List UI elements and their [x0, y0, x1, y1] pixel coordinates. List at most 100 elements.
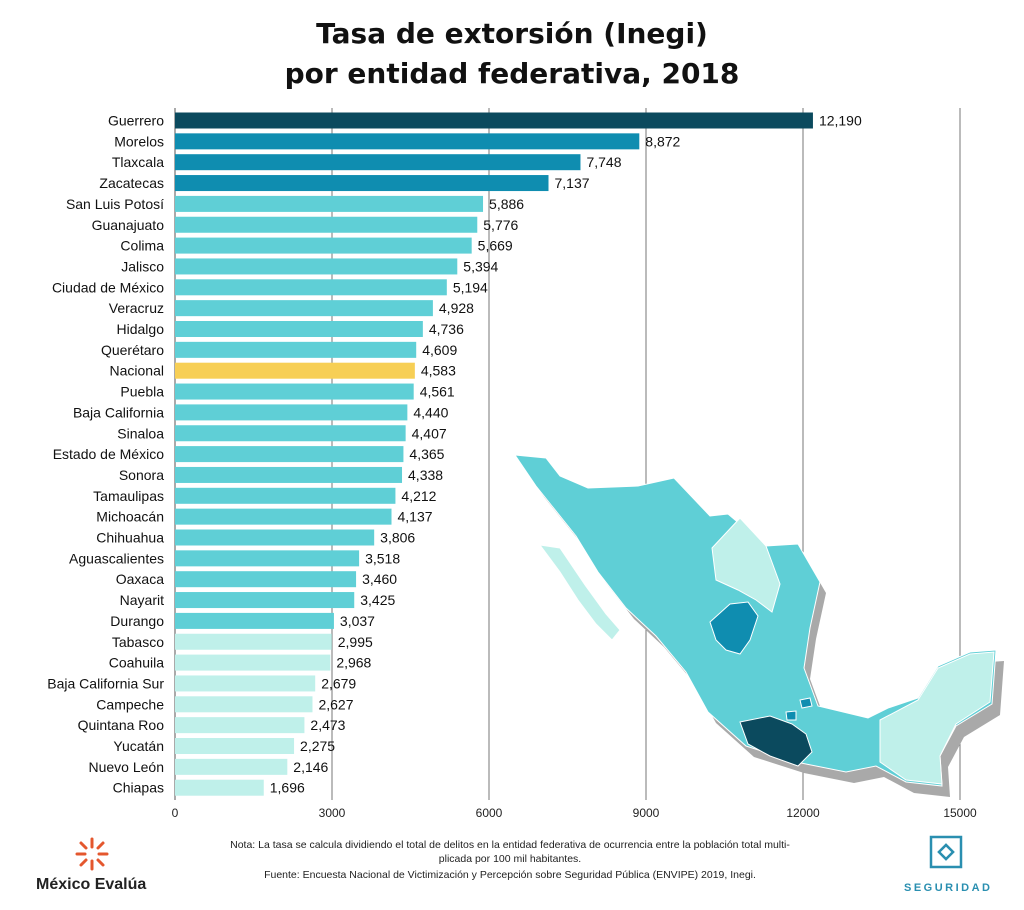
- value-label: 12,190: [819, 113, 862, 129]
- value-label: 4,928: [439, 300, 474, 316]
- value-label: 4,137: [398, 509, 433, 525]
- bar: [175, 133, 640, 150]
- category-label: Chihuahua: [96, 530, 164, 546]
- value-label: 4,440: [413, 404, 448, 420]
- bar: [175, 321, 423, 337]
- value-label: 3,460: [362, 571, 397, 587]
- category-label: Aguascalientes: [69, 550, 164, 566]
- category-label: Nuevo León: [88, 759, 164, 775]
- bar: [175, 738, 295, 754]
- bar: [175, 758, 288, 775]
- map-region: [709, 601, 759, 655]
- category-label: Coahuila: [109, 655, 164, 671]
- mexico-map-icon: [513, 454, 1004, 797]
- category-label: Hidalgo: [117, 321, 165, 337]
- bar: [175, 466, 403, 483]
- note-line-2: plicada por 100 mil habitantes.: [438, 853, 582, 865]
- value-label: 2,275: [300, 738, 335, 754]
- value-label: 4,407: [412, 425, 447, 441]
- note-line-1: Nota: La tasa se calcula dividiendo el t…: [230, 839, 790, 851]
- category-label: Guanajuato: [92, 217, 165, 233]
- mexico-evalua-logo-icon: [75, 837, 109, 871]
- bar: [175, 633, 332, 650]
- category-label: Nayarit: [120, 592, 164, 608]
- value-label: 3,425: [360, 592, 395, 608]
- category-label: Morelos: [114, 133, 164, 149]
- value-label: 4,583: [421, 363, 456, 379]
- value-label: 4,561: [420, 384, 455, 400]
- bar: [175, 592, 355, 609]
- bar: [175, 654, 331, 671]
- bar: [175, 279, 447, 296]
- value-label: 4,212: [401, 488, 436, 504]
- value-label: 5,776: [483, 217, 518, 233]
- value-label: 3,037: [340, 613, 375, 629]
- category-label: Sinaloa: [117, 425, 164, 441]
- category-label: Baja California: [73, 404, 164, 420]
- bar: [175, 550, 360, 567]
- bar: [175, 425, 406, 442]
- value-label: 2,473: [310, 717, 345, 733]
- value-label: 4,338: [408, 467, 443, 483]
- x-axis-ticks: 0 3000 6000 9000 12000 15000: [172, 806, 977, 820]
- category-label: Michoacán: [96, 509, 164, 525]
- bar: [175, 258, 458, 275]
- value-label: 1,696: [270, 780, 305, 796]
- value-label: 4,736: [429, 321, 464, 337]
- category-label: Puebla: [120, 384, 164, 400]
- bar: [175, 341, 417, 358]
- category-label: Jalisco: [121, 258, 164, 274]
- bar: [175, 195, 484, 212]
- bar: [175, 237, 472, 254]
- x-tick-label: 3000: [319, 806, 346, 820]
- value-label: 3,518: [365, 550, 400, 566]
- chart-title: Tasa de extorsión (Inegi) por entidad fe…: [0, 14, 1024, 94]
- category-label: Campeche: [96, 696, 164, 712]
- map-region: [739, 715, 813, 767]
- x-tick-label: 6000: [476, 806, 503, 820]
- seguridad-diamond-icon: [929, 835, 963, 869]
- value-label: 8,872: [645, 133, 680, 149]
- map-region: [785, 710, 797, 721]
- value-label: 5,669: [478, 238, 513, 254]
- bar: [175, 612, 334, 629]
- category-label: Estado de México: [53, 446, 164, 462]
- category-label: Ciudad de México: [52, 279, 164, 295]
- brand-seguridad: SEGURIDAD: [904, 882, 993, 894]
- title-line-1: Tasa de extorsión (Inegi): [316, 17, 708, 50]
- value-label: 7,137: [555, 175, 590, 191]
- brand-mexico-evalua: México Evalúa: [36, 876, 147, 893]
- bar: [175, 571, 357, 588]
- x-tick-label: 12000: [786, 806, 820, 820]
- bar: [175, 446, 404, 463]
- value-label: 2,679: [321, 675, 356, 691]
- category-label: Querétaro: [101, 342, 164, 358]
- bar: [175, 404, 408, 421]
- bar: [175, 112, 813, 129]
- value-label: 4,609: [422, 342, 457, 358]
- category-label: Chiapas: [113, 780, 164, 796]
- bar: [175, 696, 313, 713]
- value-label: 5,194: [453, 279, 488, 295]
- bar: [175, 529, 375, 546]
- bar: [175, 216, 478, 233]
- x-tick-label: 15000: [943, 806, 977, 820]
- value-label: 2,968: [336, 655, 371, 671]
- map-region: [799, 697, 813, 709]
- x-tick-label: 0: [172, 806, 179, 820]
- value-label: 2,995: [338, 634, 373, 650]
- bar: [175, 175, 549, 192]
- category-label: Veracruz: [109, 300, 164, 316]
- category-label: Oaxaca: [116, 571, 164, 587]
- bar: [175, 383, 414, 400]
- value-label: 3,806: [380, 530, 415, 546]
- map-region: [711, 517, 781, 613]
- category-label: Guerrero: [108, 113, 164, 129]
- source-note: Fuente: Encuesta Nacional de Victimizaci…: [264, 869, 756, 881]
- value-label: 5,394: [463, 258, 498, 274]
- bar: [175, 675, 316, 692]
- category-label: Colima: [120, 238, 164, 254]
- category-label: Yucatán: [113, 738, 164, 754]
- category-label: Tabasco: [112, 634, 164, 650]
